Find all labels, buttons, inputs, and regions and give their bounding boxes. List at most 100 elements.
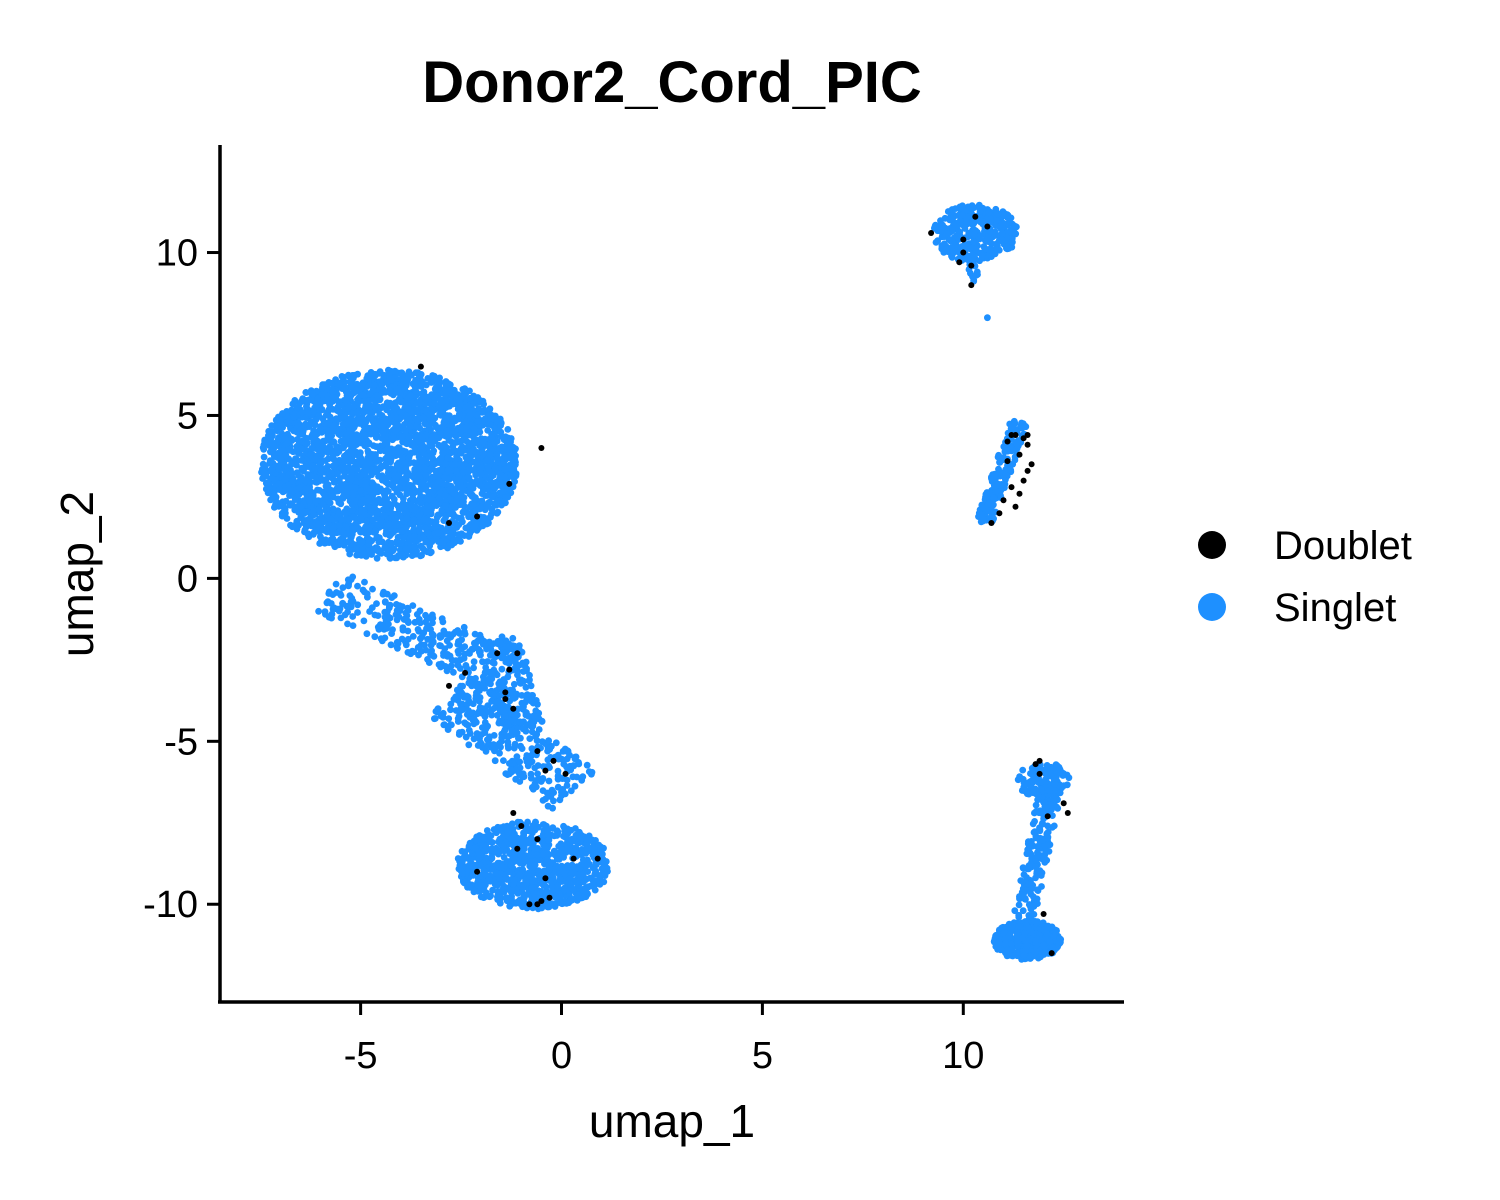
singlet-point [353,431,360,438]
singlet-point [304,439,311,447]
singlet-point [524,762,532,770]
singlet-point [375,625,383,633]
singlet-point [473,396,481,404]
singlet-point [566,897,574,905]
singlet-point [315,607,322,615]
singlet-point [573,879,581,887]
singlet-point [335,528,343,536]
singlet-point [288,460,295,468]
singlet-point [441,442,449,450]
singlet-point [321,494,329,502]
singlet-point [348,501,356,508]
singlet-point [409,602,417,609]
singlet-point [442,403,450,411]
singlet-point [513,729,521,737]
singlet-point [421,420,429,428]
singlet-point [314,395,322,403]
singlet-point [311,465,319,472]
singlet-point [369,516,376,524]
singlet-point [318,476,325,483]
singlet-point [395,448,402,455]
singlet-point [442,630,450,638]
singlet-point [491,424,498,432]
singlet-point [413,399,421,407]
singlet-point [457,656,465,663]
singlet-point [441,460,449,468]
singlet-point [289,523,296,531]
singlet-point [554,882,561,890]
singlet-point [546,877,554,885]
singlet-point [402,641,410,649]
singlet-point [458,426,466,434]
singlet-point [561,827,569,835]
singlet-point [584,835,591,843]
singlet-point [310,436,317,444]
singlet-point [363,630,371,638]
singlet-point [412,377,419,385]
singlet-point [349,525,357,533]
singlet-point [465,865,473,873]
singlet-point [412,387,420,395]
singlet-point [383,625,391,632]
singlet-point [506,902,514,910]
singlet-point [584,890,591,897]
singlet-point [361,431,369,439]
singlet-point [398,433,405,441]
singlet-point [361,588,368,596]
singlet-point [333,443,340,450]
singlet-point [357,487,365,495]
singlet-point [534,770,541,778]
singlet-point [268,422,276,429]
singlet-point [398,551,406,559]
singlet-point [291,397,299,404]
singlet-point [449,509,456,517]
singlet-point [520,892,528,900]
singlet-point [366,527,374,535]
singlet-point [560,832,567,840]
singlet-point [330,438,337,445]
singlet-point [572,844,580,852]
singlet-point [361,578,368,586]
singlet-point [310,530,317,538]
singlet-point [284,446,292,454]
singlet-point [366,397,373,404]
singlet-point [396,602,403,609]
singlet-point [319,501,327,508]
singlet-point [476,631,484,639]
singlet-point [539,821,547,828]
singlet-point [516,718,524,726]
singlet-point [517,734,524,742]
singlet-point [441,492,449,499]
singlet-point [361,458,368,466]
singlet-point [360,550,368,558]
singlet-point [319,526,327,534]
singlet-point [519,903,526,911]
singlet-point [388,630,395,637]
singlet-point [571,782,579,790]
singlet-point [379,590,387,598]
singlet-point [400,377,408,385]
singlet-point [508,653,516,661]
singlet-point [416,494,424,502]
singlet-point [567,787,575,795]
singlet-point [545,737,552,744]
singlet-point [376,410,384,418]
singlet-point [476,428,484,436]
singlet-point [381,608,389,616]
singlet-point [563,782,571,789]
singlet-point [295,472,302,479]
singlet-point [401,465,409,473]
singlet-point [564,862,571,869]
singlet-point [437,538,444,546]
singlet-point [387,641,395,649]
singlet-point [380,512,387,520]
singlet-point [484,742,492,749]
singlet-point [267,458,275,465]
singlet-point [451,417,459,425]
singlet-point [363,467,371,474]
singlet-point [449,443,457,451]
singlet-point [307,451,314,459]
singlet-point [427,465,435,473]
singlet-point [302,477,309,484]
